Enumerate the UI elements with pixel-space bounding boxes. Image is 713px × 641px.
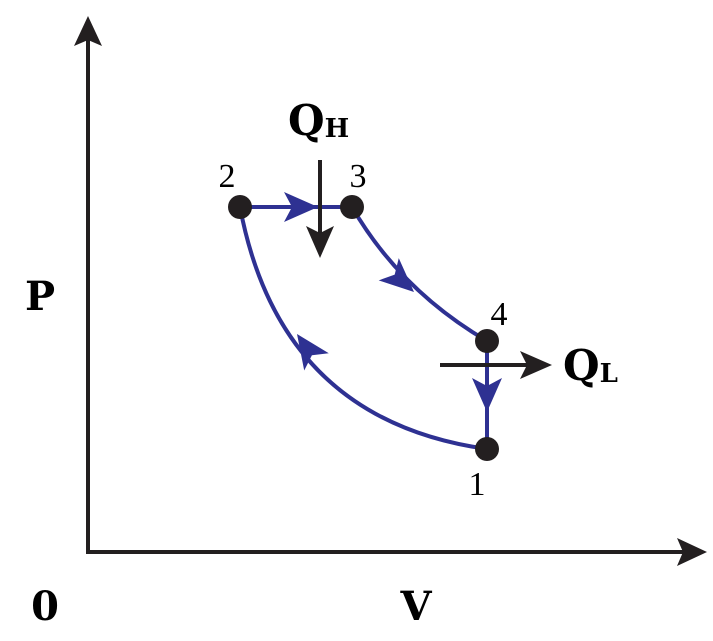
state-label-3: 3: [350, 158, 367, 195]
direction-arrows: [284, 192, 502, 412]
y-axis-label: P: [25, 273, 55, 320]
heat-out-arrow-head: [520, 351, 552, 379]
state-point-4: [475, 329, 499, 353]
process-1-2: [238, 206, 488, 451]
axes: [74, 16, 707, 566]
heat-arrows: [306, 160, 552, 379]
heat-in-symbol: Q: [288, 96, 325, 145]
heat-out-symbol: Q: [563, 341, 600, 390]
arrow-2-3: [284, 192, 318, 222]
heat-out-label: QL: [563, 341, 618, 390]
x-axis-arrow: [677, 538, 707, 566]
heat-in-label: QH: [288, 96, 349, 145]
state-label-2: 2: [219, 158, 236, 195]
heat-in-subscript: H: [325, 114, 350, 144]
state-label-1: 1: [469, 466, 486, 503]
state-point-1: [475, 437, 499, 461]
process-3-4: [350, 205, 489, 343]
state-point-2: [228, 195, 252, 219]
arrow-3-4: [378, 258, 414, 292]
heat-in-arrow-head: [306, 226, 334, 258]
arrow-4-1: [472, 378, 502, 412]
origin-label: 0: [31, 583, 59, 630]
state-points: [228, 195, 499, 461]
x-axis-label: V: [399, 583, 432, 630]
cycle: [238, 205, 489, 451]
state-point-3: [340, 195, 364, 219]
arrow-1-2: [297, 334, 329, 371]
y-axis-arrow: [74, 16, 102, 46]
state-label-4: 4: [491, 296, 508, 333]
heat-out-subscript: L: [600, 359, 618, 389]
